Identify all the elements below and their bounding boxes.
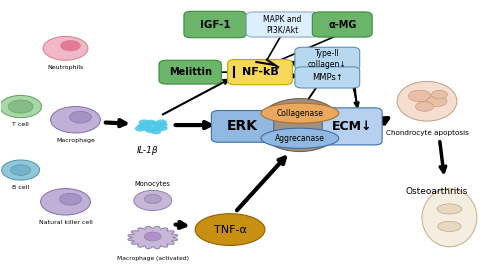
- Circle shape: [70, 111, 92, 123]
- Circle shape: [43, 36, 88, 60]
- Text: Collagenase: Collagenase: [276, 109, 324, 118]
- Text: Neutrophils: Neutrophils: [48, 65, 84, 70]
- FancyBboxPatch shape: [312, 12, 372, 37]
- Circle shape: [10, 165, 30, 175]
- Text: Natural killer cell: Natural killer cell: [38, 220, 92, 225]
- Circle shape: [134, 190, 172, 210]
- Text: MMPs↑: MMPs↑: [312, 73, 342, 82]
- Circle shape: [144, 194, 162, 203]
- Text: Monocytes: Monocytes: [135, 181, 170, 187]
- Circle shape: [156, 119, 167, 125]
- Text: Chondrocyte apoptosis: Chondrocyte apoptosis: [386, 130, 468, 136]
- Circle shape: [156, 122, 168, 128]
- FancyBboxPatch shape: [246, 12, 318, 37]
- Circle shape: [40, 189, 90, 215]
- Ellipse shape: [261, 103, 339, 123]
- Ellipse shape: [397, 81, 457, 121]
- Circle shape: [2, 160, 40, 180]
- Text: B cell: B cell: [12, 185, 29, 190]
- Ellipse shape: [195, 214, 265, 246]
- FancyBboxPatch shape: [322, 108, 382, 145]
- FancyBboxPatch shape: [184, 11, 246, 38]
- Circle shape: [416, 102, 434, 111]
- Text: Macrophage (activated): Macrophage (activated): [117, 256, 189, 261]
- Text: Osteoarthritis: Osteoarthritis: [406, 187, 468, 196]
- Text: IL-1β: IL-1β: [137, 146, 158, 155]
- Circle shape: [408, 90, 430, 102]
- Circle shape: [144, 232, 161, 241]
- Circle shape: [60, 193, 82, 205]
- Text: ERK: ERK: [227, 119, 258, 133]
- Circle shape: [60, 40, 80, 51]
- Circle shape: [152, 126, 162, 131]
- Polygon shape: [128, 226, 178, 249]
- Circle shape: [145, 127, 156, 133]
- Circle shape: [0, 95, 42, 118]
- Ellipse shape: [258, 99, 342, 152]
- Text: T cell: T cell: [12, 122, 29, 127]
- Circle shape: [154, 123, 165, 129]
- Text: MAPK and
PI3K/Akt: MAPK and PI3K/Akt: [263, 15, 302, 34]
- Circle shape: [150, 128, 162, 134]
- Circle shape: [145, 120, 156, 126]
- Text: IGF-1: IGF-1: [200, 19, 230, 30]
- FancyBboxPatch shape: [295, 67, 360, 88]
- Ellipse shape: [437, 204, 462, 214]
- Text: Type-II
collagen↓: Type-II collagen↓: [308, 49, 346, 69]
- Circle shape: [134, 126, 145, 132]
- Circle shape: [137, 123, 148, 129]
- Circle shape: [149, 121, 160, 127]
- FancyBboxPatch shape: [159, 60, 222, 84]
- Circle shape: [50, 107, 100, 133]
- Circle shape: [8, 100, 33, 113]
- Circle shape: [156, 125, 168, 131]
- Text: Aggrecanase: Aggrecanase: [275, 134, 325, 143]
- Circle shape: [141, 122, 152, 128]
- Circle shape: [427, 96, 447, 107]
- Text: NF-kB: NF-kB: [242, 67, 279, 77]
- Text: Melittin: Melittin: [168, 67, 212, 77]
- Circle shape: [138, 119, 149, 125]
- Text: α-MG: α-MG: [328, 19, 356, 30]
- Circle shape: [432, 90, 448, 99]
- Ellipse shape: [422, 189, 477, 247]
- FancyBboxPatch shape: [228, 60, 292, 85]
- Circle shape: [143, 126, 154, 131]
- Ellipse shape: [261, 128, 339, 148]
- FancyBboxPatch shape: [212, 110, 274, 142]
- Text: Macrophage: Macrophage: [56, 138, 95, 143]
- Text: TNF-α: TNF-α: [214, 225, 246, 235]
- FancyBboxPatch shape: [295, 47, 360, 70]
- Text: ECM↓: ECM↓: [332, 120, 372, 133]
- Ellipse shape: [438, 221, 461, 231]
